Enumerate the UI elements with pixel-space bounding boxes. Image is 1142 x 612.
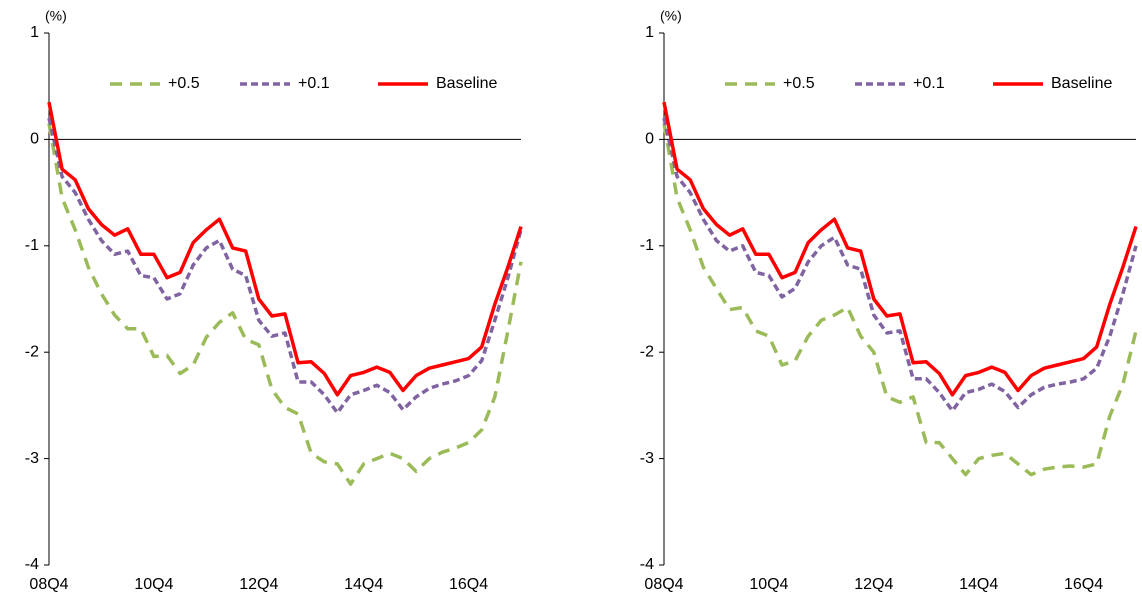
legend-label: +0.1 — [298, 75, 330, 92]
y-tick-label: -4 — [25, 556, 39, 573]
y-unit: (%) — [45, 8, 67, 24]
series-line — [662, 123, 1138, 477]
y-tick-label: -3 — [25, 450, 39, 467]
legend-label: +0.1 — [913, 75, 945, 92]
x-tick-label: 08Q4 — [644, 576, 683, 593]
y-tick-label: 0 — [645, 131, 654, 148]
y-tick-label: -1 — [640, 237, 654, 254]
series-line — [47, 123, 523, 486]
y-tick-label: 0 — [30, 131, 39, 148]
x-tick-label: 12Q4 — [239, 576, 278, 593]
x-tick-label: 10Q4 — [134, 576, 173, 593]
series-line — [47, 117, 523, 415]
legend-label: +0.5 — [168, 75, 200, 92]
x-tick-label: 10Q4 — [749, 576, 788, 593]
y-tick-label: -1 — [25, 237, 39, 254]
series-line — [47, 101, 523, 397]
y-tick-label: -2 — [640, 343, 654, 360]
legend-label: Baseline — [436, 75, 497, 92]
x-tick-label: 16Q4 — [449, 576, 488, 593]
legend-label: +0.5 — [783, 75, 815, 92]
series-line — [662, 101, 1138, 397]
x-tick-label: 12Q4 — [854, 576, 893, 593]
x-tick-label: 08Q4 — [29, 576, 68, 593]
y-tick-label: 1 — [30, 24, 39, 41]
y-unit: (%) — [660, 8, 682, 24]
x-tick-label: 16Q4 — [1064, 576, 1103, 593]
legend-label: Baseline — [1051, 75, 1112, 92]
y-tick-label: -4 — [640, 556, 654, 573]
y-tick-label: -3 — [640, 450, 654, 467]
series-line — [662, 117, 1138, 413]
x-tick-label: 14Q4 — [959, 576, 998, 593]
x-tick-label: 14Q4 — [344, 576, 383, 593]
y-tick-label: -2 — [25, 343, 39, 360]
y-tick-label: 1 — [645, 24, 654, 41]
